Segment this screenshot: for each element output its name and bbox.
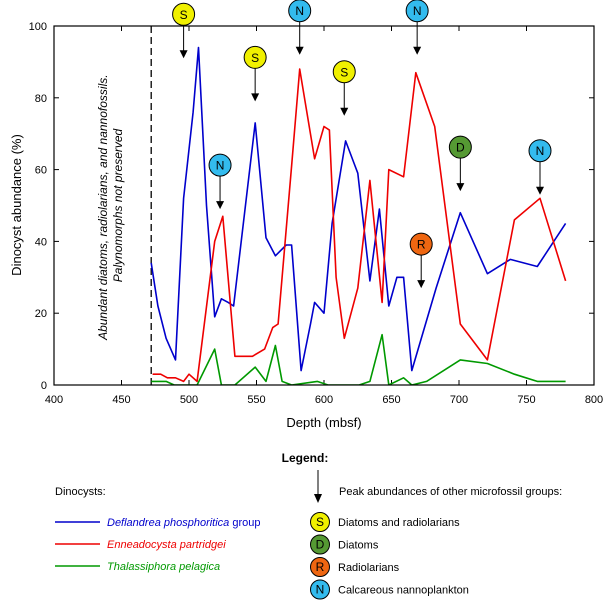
legend-arrow-icon [314, 470, 322, 503]
legend-marker-label: Radiolarians [338, 562, 400, 574]
peak-marker-N: N [528, 139, 552, 195]
legend-marker-label: Diatoms and radiolarians [338, 517, 460, 529]
peak-marker-circle [208, 153, 232, 177]
x-tick-label: 600 [315, 394, 333, 406]
peak-arrow-head [413, 46, 422, 55]
x-axis-title: Depth (mbsf) [286, 415, 361, 430]
peak-arrow-head [295, 46, 304, 55]
x-tick-label: 750 [517, 394, 535, 406]
legend-marker-circle [310, 512, 330, 532]
peak-marker-circle [528, 139, 552, 163]
legend-marker-label: Calcareous nannoplankton [338, 585, 469, 597]
peak-marker-N: N [288, 0, 312, 55]
x-tick-label: 450 [112, 394, 130, 406]
legend-thalassiphora: Thalassiphora pelagica [107, 561, 220, 573]
series-line-1 [150, 46, 567, 372]
peak-arrow-head [456, 183, 465, 192]
legend-title: Legend: [282, 451, 329, 465]
legend-marker-letter: N [316, 583, 325, 597]
y-tick-label: 100 [29, 21, 47, 33]
peak-marker-circle [288, 0, 312, 23]
peak-marker-S: S [172, 2, 196, 59]
legend: Legend: Dinocysts: Deflandrea phosphorit… [55, 451, 562, 600]
unpreserved-note-line1: Abundant diatoms, radiolarians, and nann… [96, 74, 110, 341]
peak-arrow-head [536, 186, 544, 195]
y-tick-label: 20 [35, 308, 47, 320]
legend-marker-circle [310, 579, 330, 600]
legend-marker-item: R Radiolarians [310, 557, 400, 577]
peak-marker-letter: S [340, 65, 348, 79]
x-tick-label: 400 [45, 394, 63, 406]
peak-marker-letter: S [251, 51, 259, 65]
peak-marker-N: N [208, 153, 232, 210]
peak-arrow-head [179, 50, 188, 59]
legend-arrow-text: Peak abundances of other microfossil gro… [339, 486, 562, 498]
peak-marker-R: R [409, 232, 433, 289]
peak-marker-circle [332, 60, 356, 84]
peak-marker-circle [172, 2, 196, 26]
peak-arrow-head [251, 93, 260, 102]
y-tick-label: 80 [35, 93, 47, 105]
legend-marker-label: Diatoms [338, 540, 379, 552]
y-axis-title: Dinocyst abundance (%) [9, 134, 24, 276]
peak-arrow-head [417, 280, 426, 289]
peak-marker-letter: N [216, 159, 225, 173]
peak-marker-S: S [243, 45, 267, 102]
y-tick-label: 60 [35, 165, 47, 177]
x-tick-label: 500 [180, 394, 198, 406]
peak-marker-letter: N [536, 144, 545, 158]
peak-marker-letter: N [295, 4, 304, 18]
peak-marker-letter: R [417, 238, 426, 252]
peak-marker-letter: D [456, 141, 465, 155]
legend-deflandrea: Deflandrea phosphoritica group [107, 517, 261, 529]
legend-enneadocysta: Enneadocysta partridgei [107, 539, 226, 551]
series-line-2 [152, 68, 567, 383]
x-tick-label: 700 [450, 394, 468, 406]
peak-marker-circle [448, 135, 472, 159]
peak-marker-D: D [448, 135, 472, 192]
legend-marker-items: S Diatoms and radiolarians D Diatoms R Radiol… [310, 512, 469, 600]
peak-marker-circle [405, 0, 429, 23]
axis-ticks: 400 450 500 550 600 650 700 750 800 0 20 40 60 80 100 [29, 21, 604, 406]
legend-marker-item: S Diatoms and radiolarians [310, 512, 460, 532]
peak-marker-circle [409, 232, 433, 256]
legend-deflandrea-suffix: group [229, 517, 260, 529]
x-tick-label: 800 [585, 394, 603, 406]
unpreserved-note: Abundant diatoms, radiolarians, and nann… [96, 71, 125, 341]
x-tick-label: 550 [247, 394, 265, 406]
x-tick-label: 650 [382, 394, 400, 406]
plot-frame [53, 25, 595, 386]
unpreserved-note-line2: Palynomorphs not preserved [111, 128, 125, 282]
legend-dinocysts-label: Dinocysts: [55, 486, 106, 498]
series-line-3 [151, 333, 566, 385]
legend-marker-letter: S [316, 515, 324, 529]
legend-marker-item: D Diatoms [310, 534, 379, 555]
series-lines [150, 46, 567, 385]
peak-marker-letter: S [180, 8, 188, 22]
peak-marker-circle [243, 45, 267, 69]
peak-arrow-head [340, 107, 349, 116]
y-tick-label: 0 [41, 380, 47, 392]
peak-arrow-head [216, 201, 225, 210]
peak-marker-N: N [405, 0, 429, 55]
peak-marker-S: S [332, 60, 356, 116]
peak-marker-letter: N [413, 4, 422, 18]
legend-marker-circle [310, 557, 330, 577]
legend-marker-circle [310, 534, 330, 555]
legend-deflandrea-name: Deflandrea phosphoritica [107, 517, 229, 529]
legend-marker-item: N Calcareous nannoplankton [310, 579, 469, 600]
y-tick-label: 40 [35, 236, 47, 248]
legend-marker-letter: R [316, 560, 325, 574]
legend-marker-letter: D [316, 538, 325, 552]
peak-markers: S N N S S N D N R [172, 0, 552, 289]
